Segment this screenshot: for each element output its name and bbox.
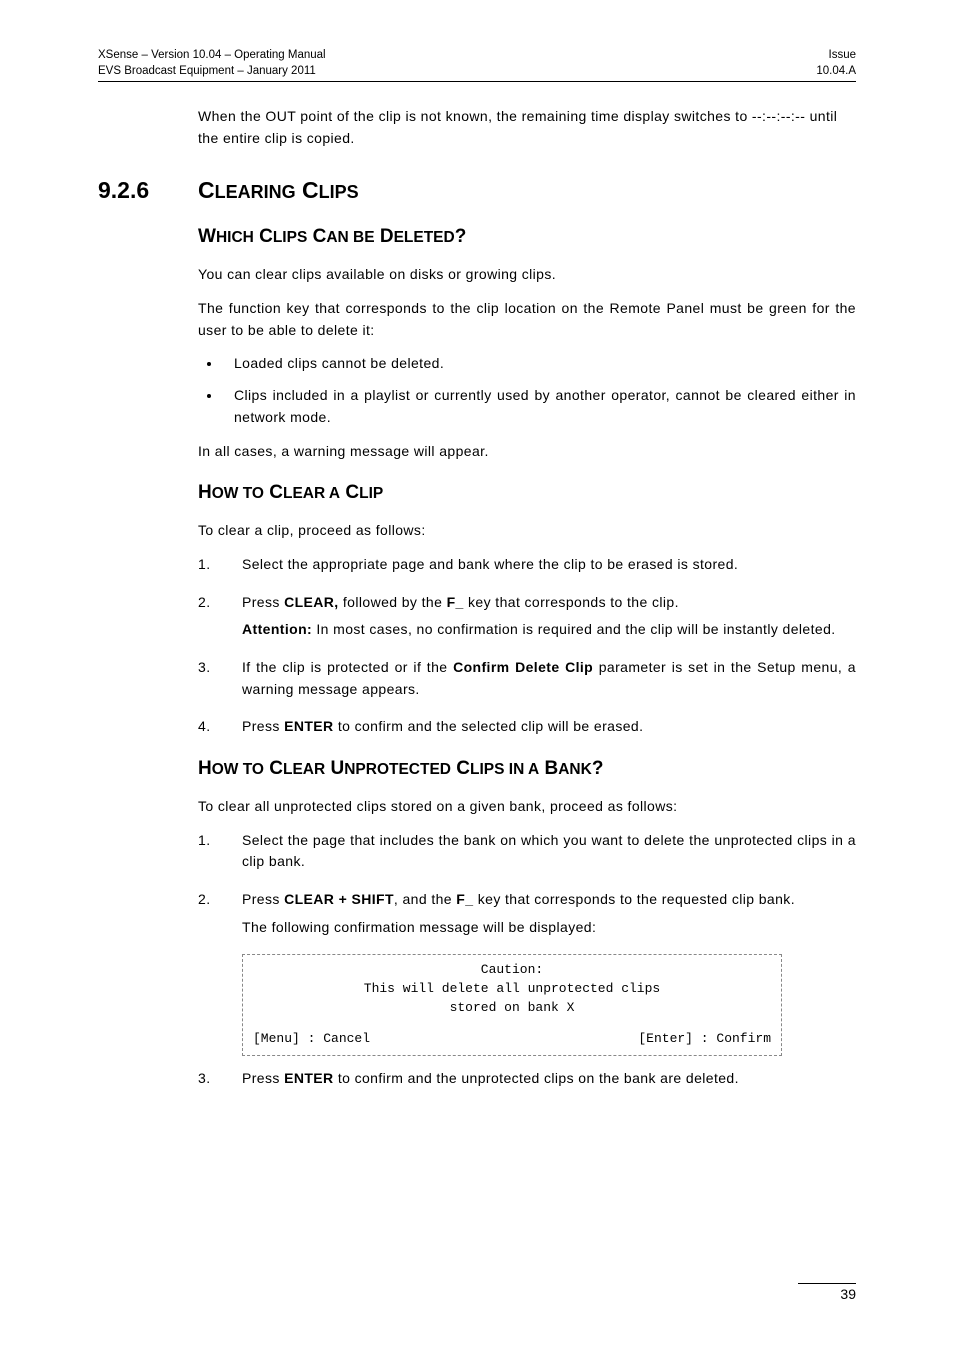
s3w3f: U [330, 758, 344, 779]
bank-step-1: Select the page that includes the bank o… [198, 830, 856, 873]
caution-cancel: [Menu] : Cancel [253, 1030, 370, 1049]
deleted-para2: The function key that corresponds to the… [198, 298, 856, 341]
cs2d: F_ [447, 594, 464, 610]
subheading-how-clear-bank: HOW TO CLEAR UNPROTECTED CLIPS IN A BANK… [198, 758, 856, 780]
clear-step-2: Press CLEAR, followed by the F_ key that… [198, 592, 856, 641]
bs2e: key that corresponds to the requested cl… [473, 891, 795, 907]
s1w4f: D [380, 226, 394, 247]
s3q: ? [592, 758, 604, 779]
bank-intro: To clear all unprotected clips stored on… [198, 796, 856, 818]
bank-step-2: Press CLEAR + SHIFT, and the F_ key that… [198, 889, 856, 938]
s2w3r: LIP [359, 485, 383, 502]
section-title: CLEARING CLIPS [198, 177, 359, 204]
caution-box: Caution: This will delete all unprotecte… [242, 954, 782, 1055]
bs3c: to confirm and the unprotected clips on … [334, 1070, 739, 1086]
page-root: XSense – Version 10.04 – Operating Manua… [0, 0, 954, 1350]
cs2a: Press [242, 594, 284, 610]
clear-intro: To clear a clip, proceed as follows: [198, 520, 856, 542]
t2r: LIPS [319, 182, 359, 202]
s1w3f: C [313, 226, 327, 247]
cs2attrest: In most cases, no confirmation is requir… [312, 621, 835, 637]
header-left: XSense – Version 10.04 – Operating Manua… [98, 48, 326, 79]
bullet-2: Clips included in a playlist or currentl… [222, 385, 856, 428]
s2w2f: C [269, 482, 283, 503]
t1f: C [198, 177, 215, 203]
s3w5f: B [545, 758, 559, 779]
deleted-intro: You can clear clips available on disks o… [198, 264, 856, 286]
intro-paragraph: When the OUT point of the clip is not kn… [198, 106, 856, 149]
cs2b: CLEAR, [284, 594, 339, 610]
s3w2f: C [269, 758, 283, 779]
s2w1r: OW TO [212, 485, 264, 502]
header-right: Issue 10.04.A [816, 48, 856, 79]
cs2e: key that corresponds to the clip. [464, 594, 679, 610]
caution-line1: Caution: [253, 961, 771, 980]
s1w1f: W [198, 226, 216, 247]
s1w2r: LIPS [273, 229, 307, 246]
s3w2r: LEAR [283, 761, 325, 778]
clear-steps: Select the appropriate page and bank whe… [198, 554, 856, 738]
s3w4f: C [456, 758, 470, 779]
bank-steps: Select the page that includes the bank o… [198, 830, 856, 939]
header-issue-label: Issue [816, 48, 856, 64]
caution-actions: [Menu] : Cancel [Enter] : Confirm [253, 1030, 771, 1049]
section-number: 9.2.6 [98, 177, 198, 204]
cs3a: If the clip is protected or if the [242, 659, 453, 675]
bs2b: CLEAR + SHIFT [284, 891, 394, 907]
s3w5r: ANK [558, 761, 592, 778]
section-heading-row: 9.2.6 CLEARING CLIPS [98, 177, 856, 204]
header-company: EVS Broadcast Equipment – January 2011 [98, 64, 326, 80]
clear-step-4: Press ENTER to confirm and the selected … [198, 716, 856, 738]
s1w1r: HICH [216, 229, 254, 246]
cs2att: Attention: [242, 621, 312, 637]
bs3b: ENTER [284, 1070, 333, 1086]
s3w1f: H [198, 758, 212, 779]
bullet-1: Loaded clips cannot be deleted. [222, 353, 856, 375]
bank-steps-cont: Press ENTER to confirm and the unprotect… [198, 1068, 856, 1090]
subheading-which-clips: WHICH CLIPS CAN BE DELETED? [198, 226, 856, 248]
s2w2r: LEAR A [283, 485, 340, 502]
subheading-how-clear: HOW TO CLEAR A CLIP [198, 482, 856, 504]
caution-line2: This will delete all unprotected clips [253, 980, 771, 999]
header-issue-value: 10.04.A [816, 64, 856, 80]
cs4b: ENTER [284, 718, 333, 734]
deleted-end: In all cases, a warning message will app… [198, 441, 856, 463]
s3w1r: OW TO [212, 761, 264, 778]
s1w3r: AN BE [326, 229, 374, 246]
bank-step-2-sub: The following confirmation message will … [242, 917, 856, 939]
caution-line3: stored on bank X [253, 999, 771, 1018]
s1w4r: ELETED [394, 229, 455, 246]
s3w4r: LIPS IN A [470, 761, 539, 778]
header-product: XSense – Version 10.04 – Operating Manua… [98, 48, 326, 64]
page-header: XSense – Version 10.04 – Operating Manua… [98, 48, 856, 82]
page-number: 39 [798, 1283, 856, 1302]
bs3a: Press [242, 1070, 284, 1086]
bullet-list: Loaded clips cannot be deleted. Clips in… [198, 353, 856, 428]
bs2c: , and the [394, 891, 456, 907]
caution-confirm: [Enter] : Confirm [638, 1030, 771, 1049]
bs2a: Press [242, 891, 284, 907]
bs2d: F_ [456, 891, 473, 907]
s3w3r: NPROTECTED [344, 761, 451, 778]
clear-step-1: Select the appropriate page and bank whe… [198, 554, 856, 576]
content-area: When the OUT point of the clip is not kn… [98, 106, 856, 1090]
s2w1f: H [198, 482, 212, 503]
s1q: ? [455, 226, 467, 247]
s1w2f: C [259, 226, 273, 247]
t1r: LEARING [215, 182, 296, 202]
cs4a: Press [242, 718, 284, 734]
clear-step-2-attention: Attention: In most cases, no confirmatio… [242, 619, 856, 641]
s2w3f: C [345, 482, 359, 503]
cs2c: followed by the [339, 594, 447, 610]
t2f: C [302, 177, 319, 203]
clear-step-3: If the clip is protected or if the Confi… [198, 657, 856, 700]
cs4c: to confirm and the selected clip will be… [334, 718, 644, 734]
cs3b: Confirm Delete Clip [453, 659, 593, 675]
bank-step-3: Press ENTER to confirm and the unprotect… [198, 1068, 856, 1090]
